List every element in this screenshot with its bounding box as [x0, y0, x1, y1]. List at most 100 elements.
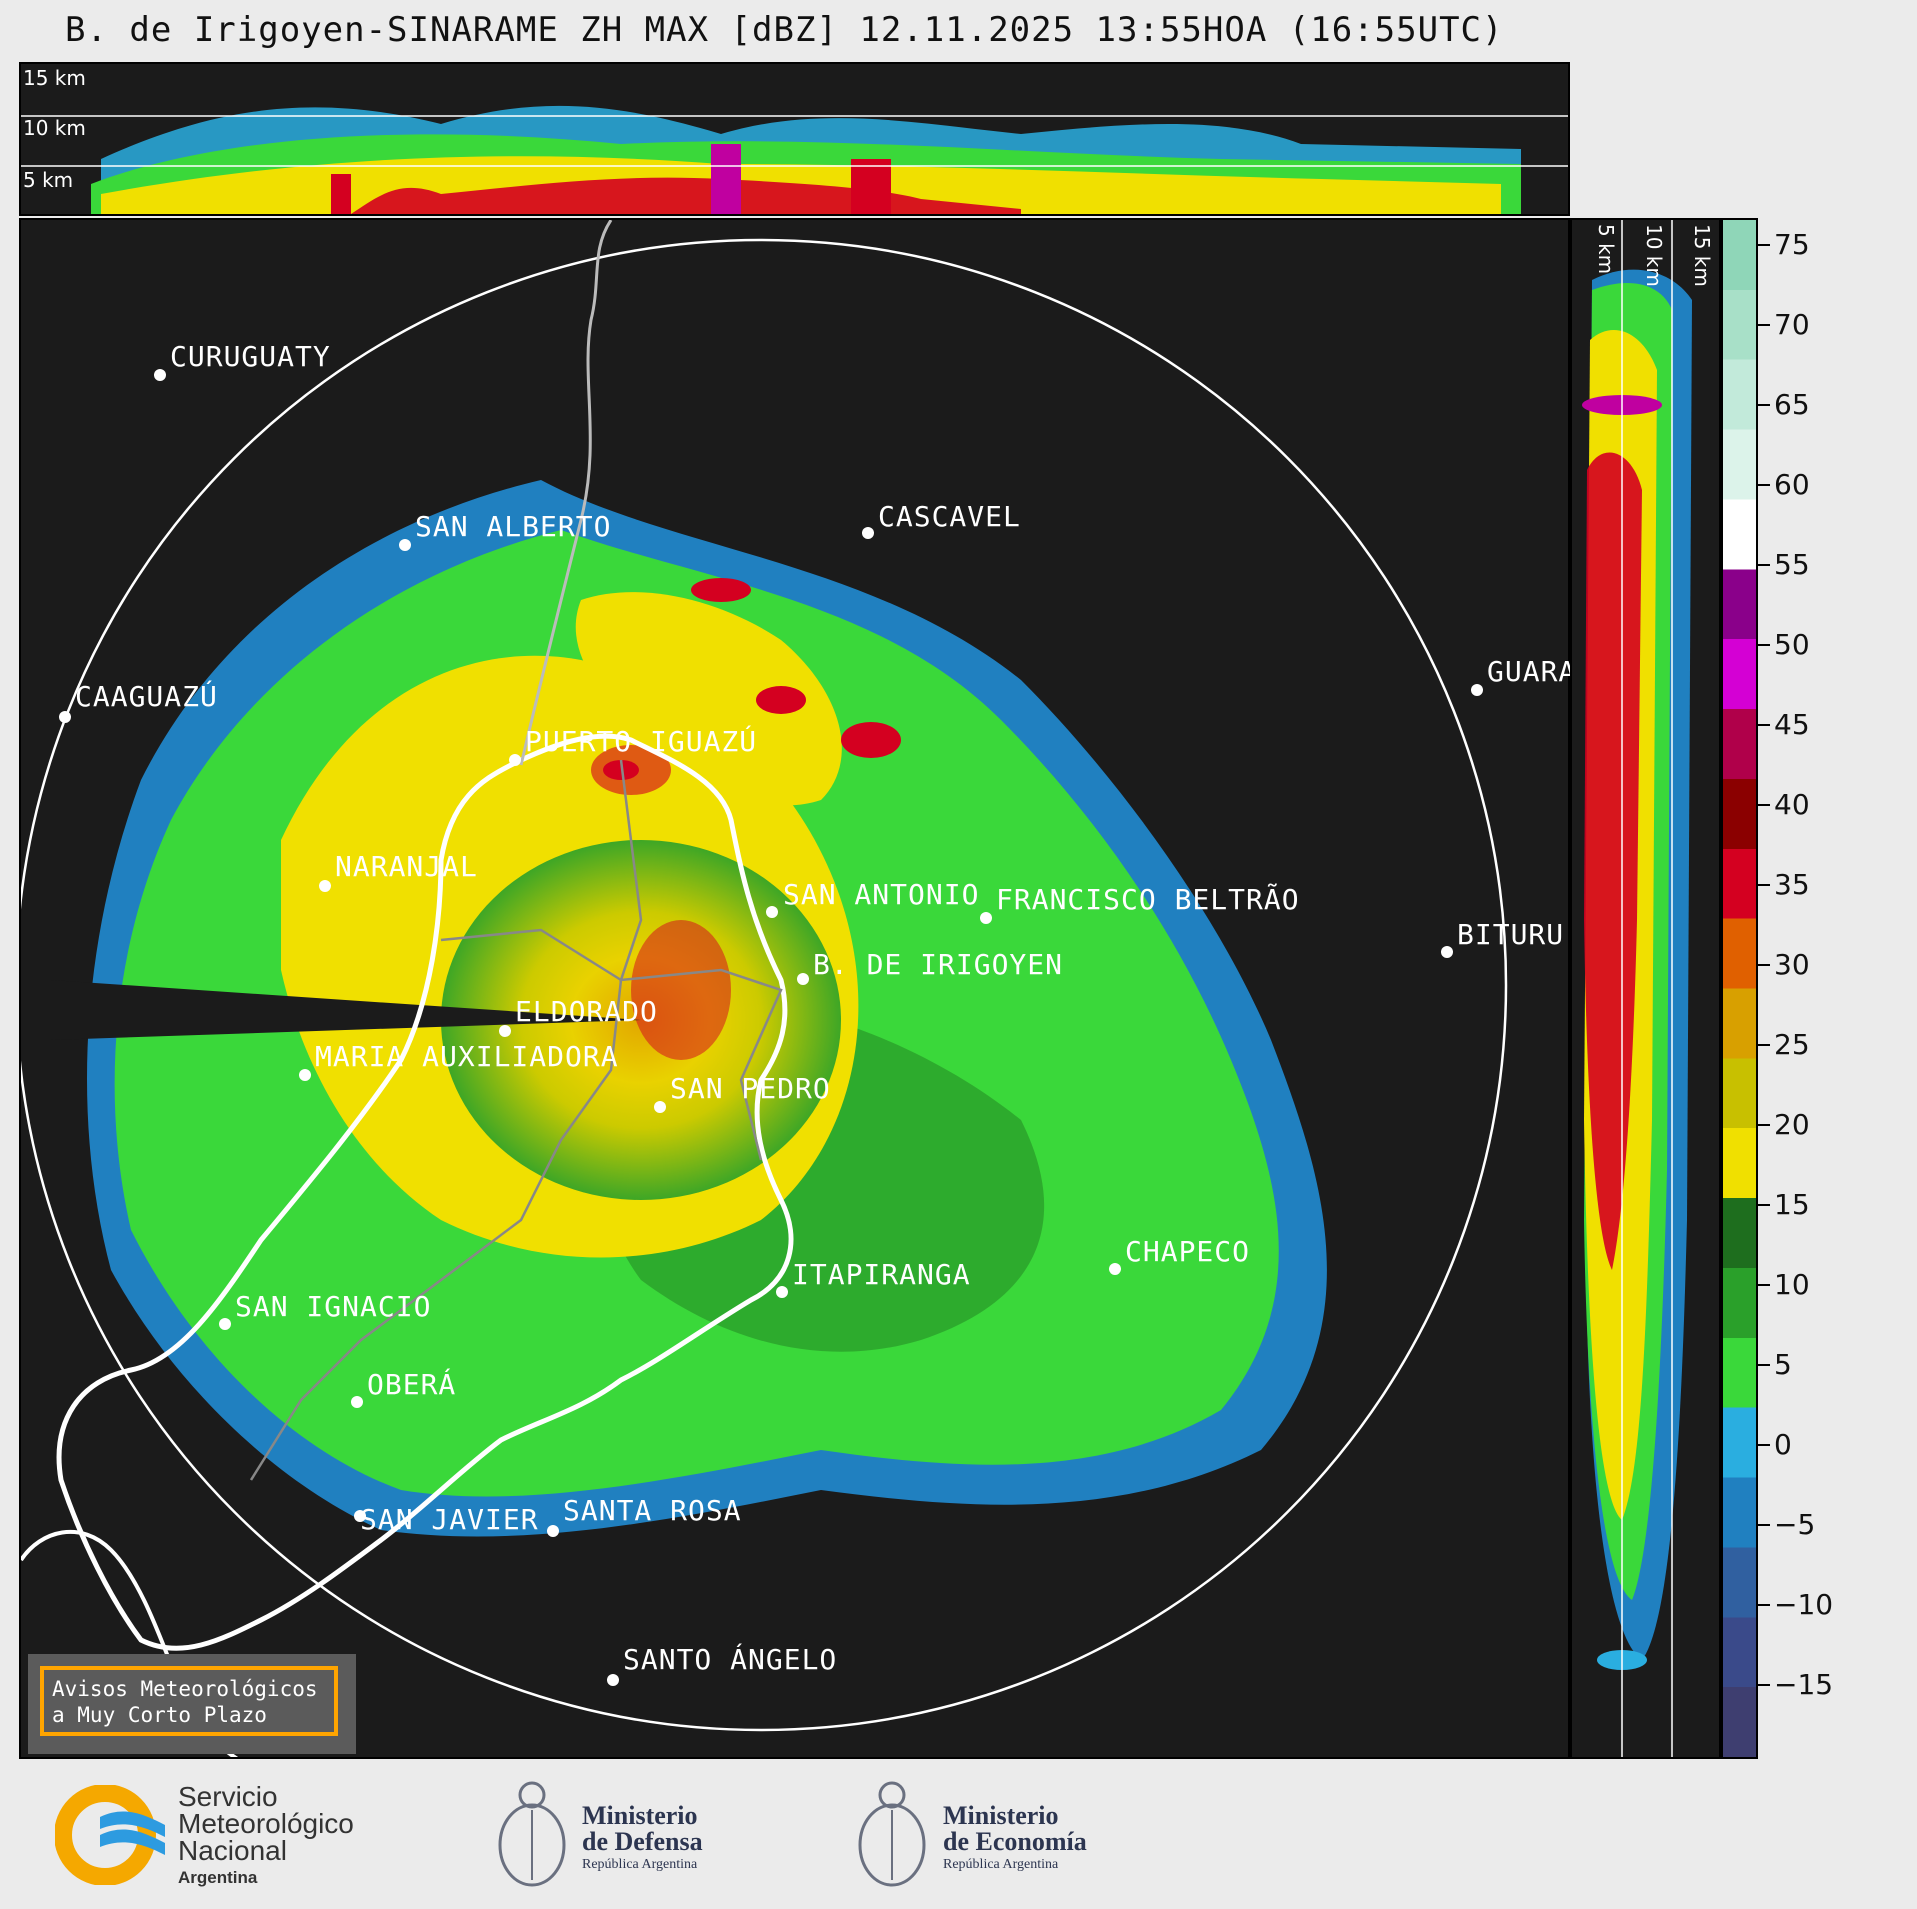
colorbar-tick — [1758, 724, 1770, 726]
city-label-san-javier: SAN JAVIER — [360, 1503, 539, 1536]
internal-border — [249, 759, 783, 1481]
side-km-label-5: 5 km — [1594, 224, 1618, 275]
city-dot-san-pedro — [654, 1101, 666, 1113]
colorbar-tick — [1758, 1124, 1770, 1126]
colorbar-tick-label: 15 — [1774, 1188, 1810, 1221]
smn-logo-icon — [54, 1784, 175, 1886]
defensa-line-1: Ministerio — [582, 1801, 698, 1830]
city-dot-itapiranga — [776, 1286, 788, 1298]
city-label-ober-: OBERÁ — [367, 1368, 457, 1401]
city-dot-san-javier — [354, 1510, 366, 1522]
colorbar-tick-label: 50 — [1774, 628, 1810, 661]
dbz-colorbar — [1721, 218, 1758, 1759]
colorbar-tick-label: 60 — [1774, 468, 1810, 501]
range-ring — [21, 238, 1508, 1732]
colorbar-tick-label: 30 — [1774, 948, 1810, 981]
colorbar-tick-label: 20 — [1774, 1108, 1810, 1141]
city-label-b-de-irigoyen: B. DE IRIGOYEN — [813, 948, 1064, 981]
colorbar-tick-label: 0 — [1774, 1428, 1792, 1461]
warning-line-2: a Muy Corto Plazo — [52, 1703, 267, 1727]
economia-line-2: de Economía — [943, 1827, 1087, 1856]
blind-sector — [51, 980, 641, 1020]
warning-box: Avisos Meteorológicos a Muy Corto Plazo — [28, 1654, 356, 1754]
top-cross-section-svg — [21, 105, 1568, 214]
colorbar-tick-label: 25 — [1774, 1028, 1810, 1061]
colorbar-tick — [1758, 1044, 1770, 1046]
city-dot-caaguaz- — [59, 711, 71, 723]
colorbar-tick-label: −5 — [1774, 1508, 1816, 1541]
colorbar-tick — [1758, 324, 1770, 326]
colorbar-tick-label: −15 — [1774, 1668, 1834, 1701]
side-km-label-15: 15 km — [1690, 224, 1714, 287]
colorbar-tick — [1758, 1204, 1770, 1206]
echo-north-cells — [575, 592, 842, 806]
city-dot-san-ignacio — [219, 1318, 231, 1330]
km-label-15: 15 km — [23, 66, 86, 90]
city-dot-san-antonio — [766, 906, 778, 918]
city-dot-cascavel — [862, 527, 874, 539]
economia-seal-svg — [858, 1781, 926, 1887]
city-label-itapiranga: ITAPIRANGA — [792, 1258, 971, 1291]
smn-logo-svg — [54, 1784, 165, 1886]
colorbar-tick — [1758, 884, 1770, 886]
colorbar-tick — [1758, 1684, 1770, 1686]
city-label-santa-rosa: SANTA ROSA — [563, 1494, 742, 1527]
colorbar-tick-label: 75 — [1774, 228, 1810, 261]
colorbar-tick — [1758, 964, 1770, 966]
smn-line-2: Meteorológico — [178, 1808, 354, 1839]
side-cross-section-svg — [1582, 220, 1692, 1757]
city-dot-san-alberto — [399, 539, 411, 551]
warning-box-inner: Avisos Meteorológicos a Muy Corto Plazo — [40, 1666, 338, 1736]
colorbar-tick-label: 65 — [1774, 388, 1810, 421]
radar-map-svg — [21, 220, 1508, 1757]
defensa-line-3: República Argentina — [582, 1857, 698, 1872]
colorbar-tick — [1758, 1364, 1770, 1366]
km-label-5: 5 km — [23, 168, 74, 192]
city-dot-naranjal — [319, 880, 331, 892]
economia-line-3: República Argentina — [943, 1857, 1059, 1872]
colorbar-tick — [1758, 644, 1770, 646]
defensa-seal-icon — [495, 1775, 570, 1895]
city-label-cascavel: CASCAVEL — [878, 500, 1021, 533]
city-label-eldorado: ELDORADO — [515, 995, 658, 1028]
defensa-line-2: de Defensa — [582, 1827, 703, 1856]
radar-map-panel — [19, 218, 1570, 1759]
colorbar-tick-label: −10 — [1774, 1588, 1834, 1621]
colorbar-tick-label: 55 — [1774, 548, 1810, 581]
colorbar-tick — [1758, 804, 1770, 806]
colorbar-tick-label: 45 — [1774, 708, 1810, 741]
misiones-border — [56, 733, 794, 1651]
city-label-francisco-beltr-o: FRANCISCO BELTRÃO — [996, 883, 1300, 916]
city-label-san-antonio: SAN ANTONIO — [783, 878, 980, 911]
city-label-curuguaty: CURUGUATY — [170, 340, 331, 373]
city-label-guara: GUARA — [1487, 655, 1577, 688]
smn-line-4: Argentina — [178, 1868, 258, 1887]
economia-seal-icon — [855, 1775, 930, 1895]
city-dot-b-de-irigoyen — [797, 973, 809, 985]
colorbar-tick — [1758, 564, 1770, 566]
side-cross-section-panel: 5 km 10 km 15 km — [1570, 218, 1721, 1759]
city-dot-eldorado — [499, 1025, 511, 1037]
colorbar-tick — [1758, 244, 1770, 246]
city-dot-curuguaty — [154, 369, 166, 381]
colorbar-tick-label: 40 — [1774, 788, 1810, 821]
colorbar-tick — [1758, 484, 1770, 486]
city-label-chapeco: CHAPECO — [1125, 1235, 1251, 1268]
map-title: B. de Irigoyen-SINARAME ZH MAX [dBZ] 12.… — [65, 10, 1504, 50]
colorbar-tick-label: 70 — [1774, 308, 1810, 341]
km-label-10: 10 km — [23, 116, 86, 140]
smn-logo-text: Servicio Meteorológico Nacional Argentin… — [178, 1783, 354, 1891]
city-label-san-ignacio: SAN IGNACIO — [235, 1290, 432, 1323]
smn-line-3: Nacional — [178, 1835, 287, 1866]
economia-line-1: Ministerio — [943, 1801, 1059, 1830]
colorbar-tick — [1758, 1444, 1770, 1446]
colorbar-tick — [1758, 1284, 1770, 1286]
city-label-bituru: BITURU — [1457, 918, 1565, 951]
city-label-puerto-iguaz-: PUERTO IGUAZÚ — [525, 725, 758, 758]
city-label-santo-ngelo: SANTO ÁNGELO — [623, 1643, 838, 1676]
city-dot-chapeco — [1109, 1263, 1121, 1275]
defensa-logo-text: Ministerio de Defensa República Argentin… — [582, 1803, 703, 1875]
warning-line-1: Avisos Meteorológicos — [52, 1677, 318, 1701]
defensa-seal-svg — [498, 1781, 566, 1887]
colorbar-tick — [1758, 1604, 1770, 1606]
